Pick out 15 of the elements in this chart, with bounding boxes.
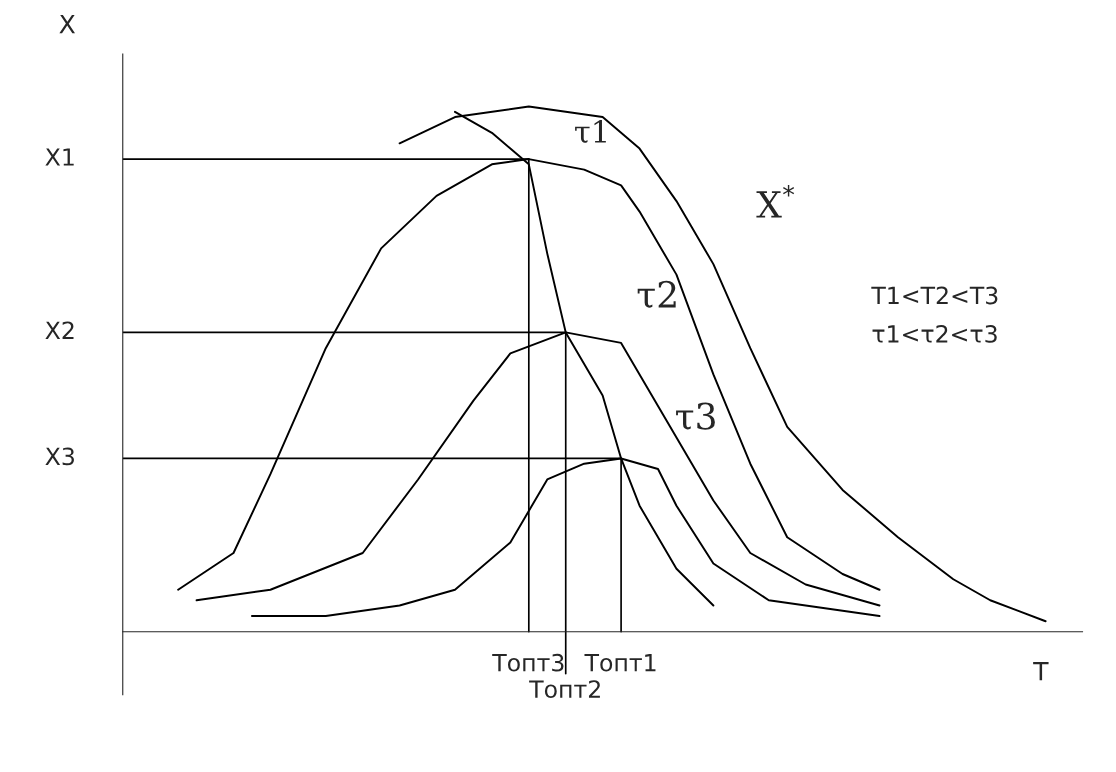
annotation: τ2 <box>637 280 676 308</box>
x-tick-label: Топт1 <box>584 654 656 672</box>
text: X <box>59 14 75 34</box>
x-tick-label: Топт2 <box>529 680 600 699</box>
annotation: τ1 <box>575 119 606 143</box>
annotation: τ3 <box>676 402 715 430</box>
text: * <box>783 184 795 197</box>
annotation: τ1<τ2<τ3 <box>872 324 997 343</box>
ref-line-label: X3 <box>45 447 74 466</box>
annotation: T1<T2<T3 <box>871 286 998 305</box>
ref-line-label: X1 <box>45 148 74 166</box>
x-tick-label: Топт3 <box>492 653 564 672</box>
y-axis-title: X <box>756 191 782 218</box>
x-axis-title: T <box>1033 662 1049 681</box>
ref-line-label: X2 <box>45 321 74 339</box>
